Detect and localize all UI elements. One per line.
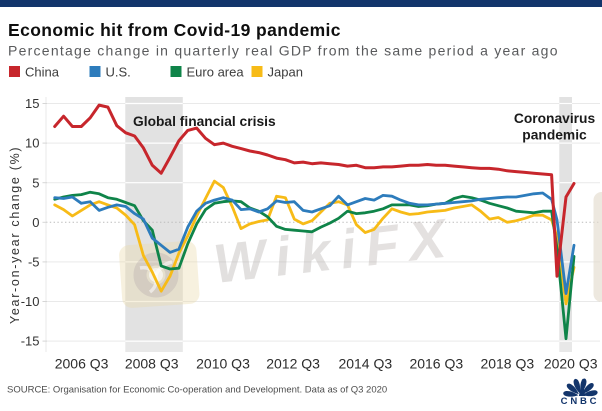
svg-text:2006 Q3: 2006 Q3 [55, 356, 109, 372]
svg-text:2010 Q3: 2010 Q3 [196, 356, 250, 372]
svg-text:Japan: Japan [268, 64, 303, 79]
svg-text:2012 Q3: 2012 Q3 [266, 356, 320, 372]
svg-text:-10: -10 [21, 294, 40, 309]
svg-text:Euro area: Euro area [187, 64, 245, 79]
svg-text:-5: -5 [28, 255, 40, 270]
svg-text:China: China [25, 64, 60, 79]
svg-text:Year-on-year change (%): Year-on-year change (%) [8, 146, 22, 324]
svg-text:Global financial crisis: Global financial crisis [133, 114, 276, 129]
svg-text:2020 Q3: 2020 Q3 [544, 356, 598, 372]
svg-text:-15: -15 [21, 334, 40, 349]
svg-text:2014 Q3: 2014 Q3 [338, 356, 392, 372]
svg-text:U.S.: U.S. [106, 64, 131, 79]
svg-text:Coronavirus: Coronavirus [514, 111, 596, 126]
svg-text:2018 Q3: 2018 Q3 [480, 356, 534, 372]
svg-text:2008 Q3: 2008 Q3 [125, 356, 179, 372]
svg-text:Percentage change in quarterly: Percentage change in quarterly real GDP … [8, 43, 559, 59]
svg-text:pandemic: pandemic [522, 128, 587, 143]
svg-text:SOURCE: Organisation for Econo: SOURCE: Organisation for Economic Co-ope… [7, 385, 387, 396]
svg-text:CNBC: CNBC [561, 396, 600, 406]
svg-text:5: 5 [32, 175, 39, 190]
svg-text:Economic hit from Covid-19 pan: Economic hit from Covid-19 pandemic [8, 20, 341, 40]
svg-text:15: 15 [25, 96, 39, 111]
svg-text:0: 0 [32, 215, 39, 230]
svg-text:10: 10 [25, 136, 39, 151]
svg-text:2016 Q3: 2016 Q3 [409, 356, 463, 372]
